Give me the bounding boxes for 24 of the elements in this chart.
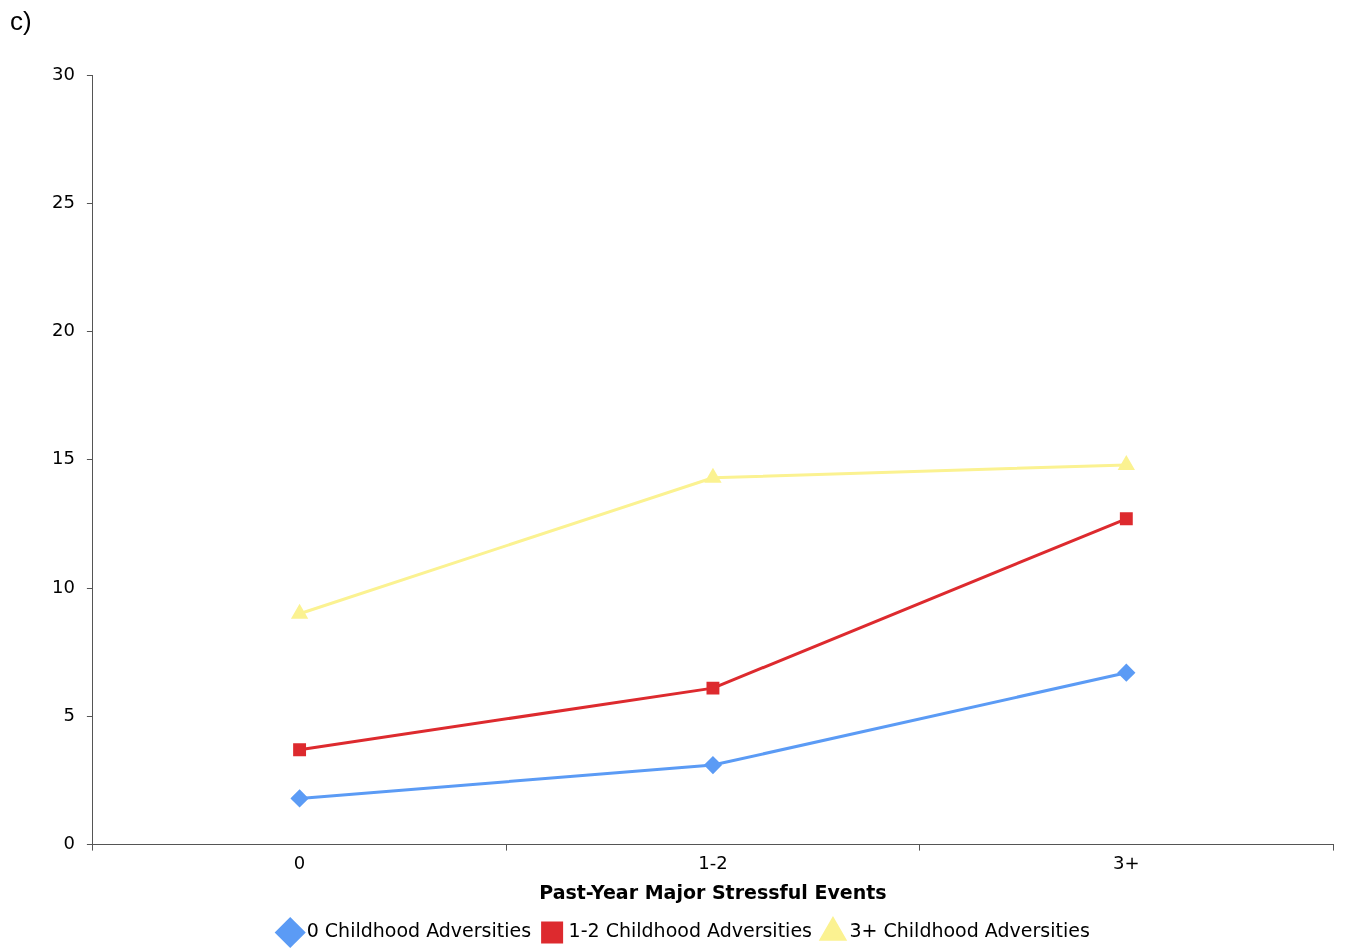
y-tick-label: 0 <box>63 832 75 854</box>
point <box>293 743 307 757</box>
point <box>1119 512 1133 526</box>
point <box>704 756 722 774</box>
legend-label: 1-2 Childhood Adversities <box>568 919 812 942</box>
x-tick-label: 0 <box>293 852 306 874</box>
y-tick-label: 30 <box>52 62 75 84</box>
y-tick-label: 25 <box>52 190 75 212</box>
x-tick-label: 3+ <box>1113 852 1140 874</box>
y-tick-label: 15 <box>52 447 75 469</box>
legend-label: 3+ Childhood Adversities <box>849 919 1090 942</box>
point <box>291 789 309 807</box>
text: c) <box>10 6 32 37</box>
point <box>706 681 720 695</box>
point <box>1118 456 1134 470</box>
y-tick-label: 5 <box>63 704 75 726</box>
y-tick-label: 20 <box>52 319 75 341</box>
legend-label: 0 Childhood Adversities <box>306 919 532 942</box>
x-axis-title: Past-Year Major Stressful Events <box>539 880 887 903</box>
point <box>1117 664 1135 682</box>
y-tick-label: 10 <box>52 575 75 597</box>
point <box>705 469 721 483</box>
point <box>292 605 308 619</box>
x-tick-label: 1-2 <box>698 852 728 874</box>
